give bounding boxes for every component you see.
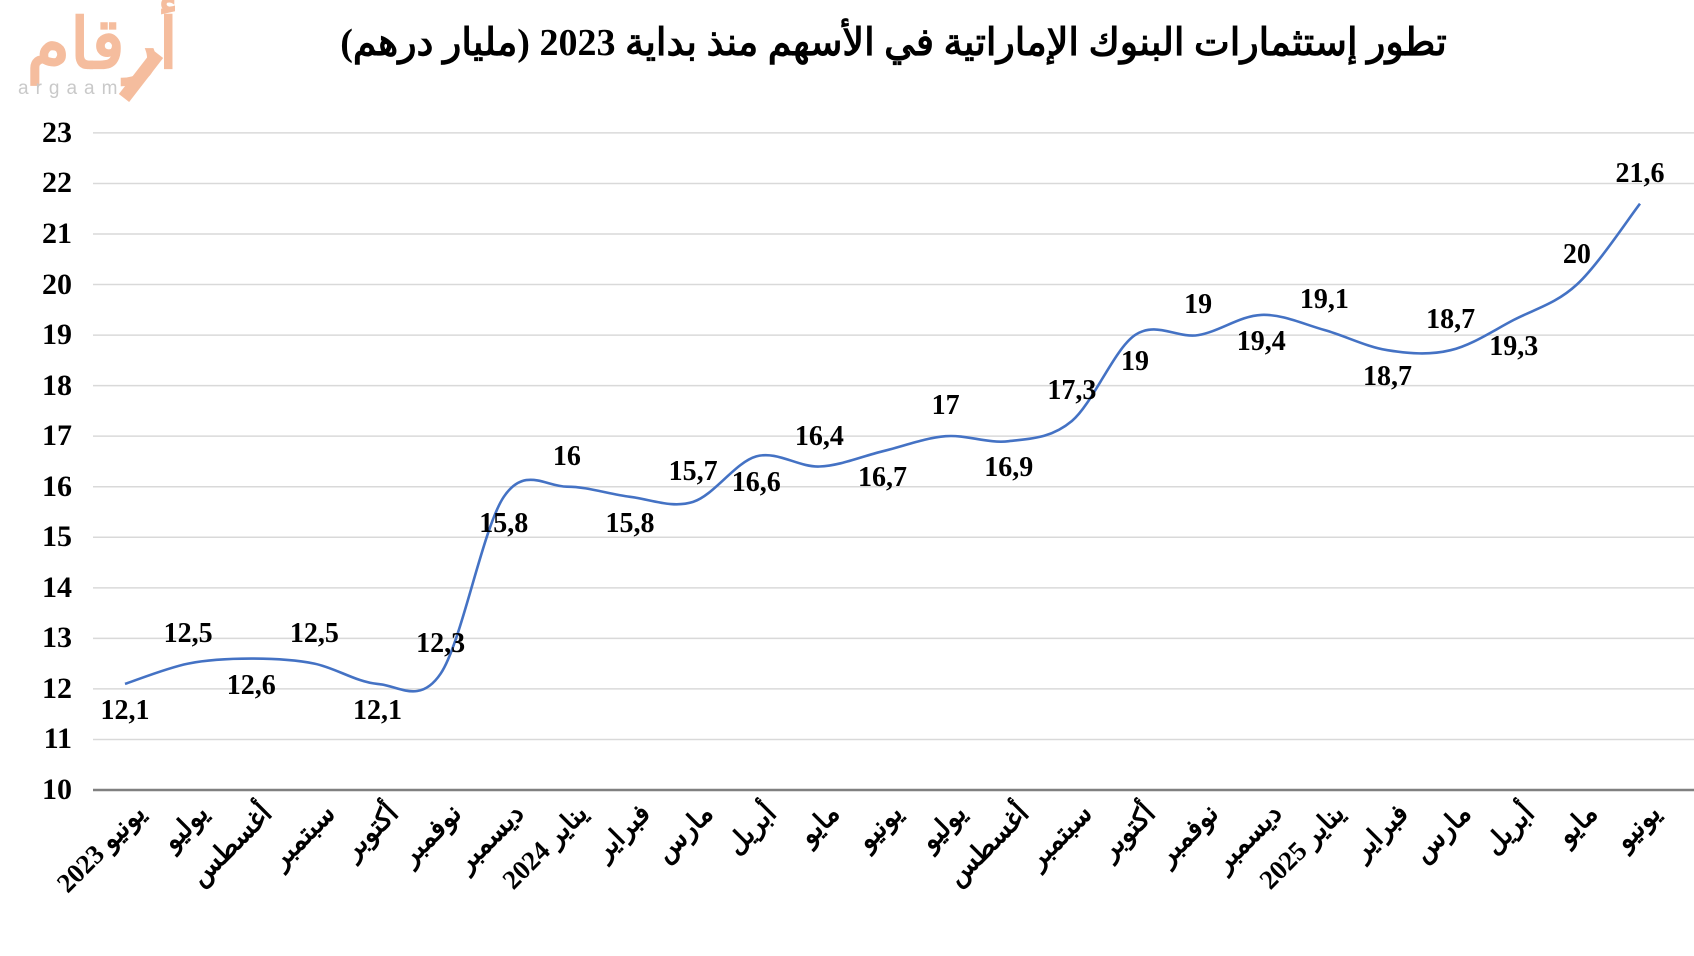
y-tick-label: 15 [42, 520, 72, 554]
y-tick-label: 14 [42, 570, 72, 604]
data-label: 21,6 [1615, 157, 1665, 189]
data-label: 16,6 [731, 467, 781, 499]
data-label: 17,3 [1047, 375, 1097, 406]
y-tick-label: 18 [42, 368, 72, 402]
data-label: 17 [931, 390, 960, 422]
y-tick-label: 21 [42, 216, 72, 250]
data-label: 12,3 [416, 627, 466, 659]
data-label: 19 [1184, 289, 1213, 321]
data-label: 19,4 [1236, 325, 1286, 357]
data-label: 12,5 [289, 617, 339, 649]
y-tick-label: 19 [42, 318, 72, 352]
y-tick-label: 20 [42, 267, 72, 301]
data-label: 16,7 [858, 462, 907, 494]
y-tick-label: 10 [42, 773, 72, 806]
argaam-logo: أرقام argaam [10, 4, 190, 108]
argaam-logo-latin-text: argaam [18, 78, 125, 99]
data-label: 20 [1562, 238, 1591, 270]
data-label: 12,5 [163, 617, 213, 649]
data-label: 15,7 [668, 455, 718, 487]
data-label: 15,8 [479, 507, 529, 539]
data-label: 19,3 [1489, 330, 1539, 362]
data-label: 16,4 [794, 420, 844, 452]
y-tick-label: 16 [42, 469, 72, 503]
y-tick-label: 12 [42, 671, 72, 705]
chart-title: تطور إستثمارات البنوك الإماراتية في الأس… [340, 22, 1447, 64]
data-label: 12,1 [353, 694, 402, 726]
data-label: 19,1 [1299, 284, 1349, 316]
data-label: 12,1 [100, 694, 150, 726]
series-line [124, 202, 1642, 693]
data-label: 16 [552, 440, 581, 472]
y-tick-label: 23 [42, 115, 72, 149]
argaam-logo-tail-stroke [118, 50, 164, 102]
data-label: 18,7 [1363, 361, 1412, 393]
y-tick-label: 13 [42, 621, 72, 655]
data-label: 15,8 [605, 507, 655, 539]
y-tick-label: 17 [42, 419, 72, 453]
data-label: 12,6 [226, 669, 276, 701]
data-label: 18,7 [1426, 304, 1476, 336]
y-tick-label: 11 [43, 722, 72, 756]
data-label: 19 [1121, 346, 1149, 378]
y-tick-label: 22 [42, 166, 72, 200]
data-label: 16,9 [984, 452, 1034, 484]
